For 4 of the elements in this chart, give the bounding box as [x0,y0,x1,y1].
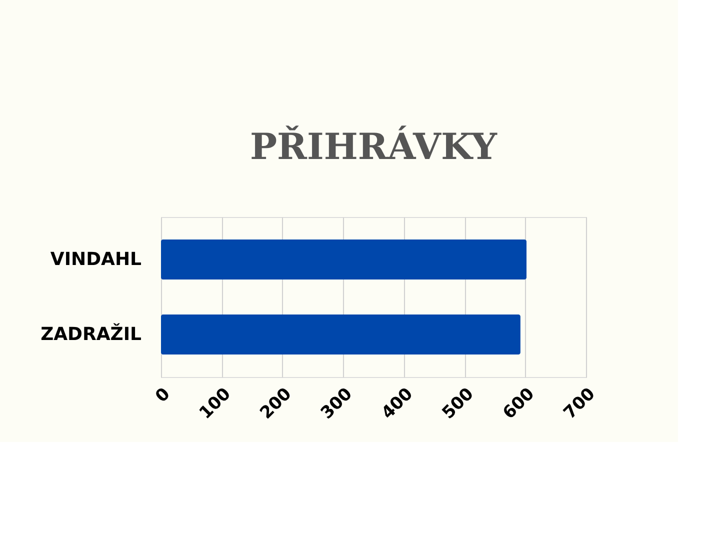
y-tick-label: VINDAHL [50,249,142,270]
x-tick-label: 0 [152,384,174,407]
chart-title: PŘIHRÁVKY [250,125,498,168]
y-tick-label: ZADRAŽIL [40,323,142,345]
